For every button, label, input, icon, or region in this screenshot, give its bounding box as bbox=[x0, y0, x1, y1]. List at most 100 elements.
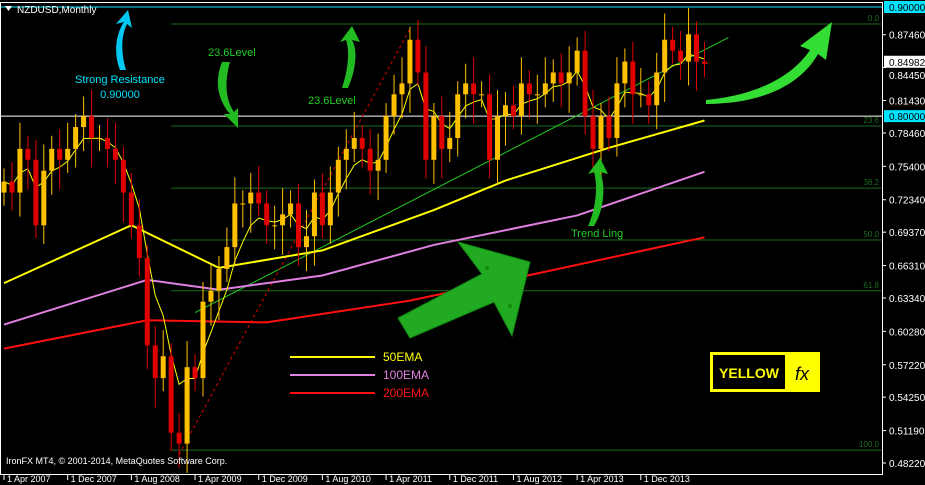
x-tick-label: 1 Aug 2012 bbox=[516, 474, 562, 484]
candle-body bbox=[510, 105, 516, 117]
candle-body bbox=[534, 94, 540, 96]
price-axis[interactable]: 0.87460 0.84450 0.81430 0.78460 0.75400 0.723… bbox=[882, 1, 925, 475]
x-tick-label: 1 Apr 2011 bbox=[389, 474, 432, 484]
svg-text:fx: fx bbox=[795, 364, 810, 384]
fib-dashed-line bbox=[178, 28, 411, 455]
legend-label-100ema: 100EMA bbox=[383, 368, 429, 382]
candle-body bbox=[343, 148, 349, 160]
candle-body bbox=[606, 116, 612, 138]
y-tick-label: 0.84450 bbox=[889, 71, 925, 82]
price-label: 0.90000 bbox=[889, 3, 925, 14]
candle-body bbox=[622, 61, 628, 84]
y-tick-label: 0.54250 bbox=[889, 393, 925, 404]
candle-body bbox=[240, 203, 246, 205]
candle-body bbox=[216, 268, 222, 291]
price-label: 0.84982 bbox=[889, 58, 925, 69]
candle-body bbox=[160, 356, 166, 379]
candle-body bbox=[232, 203, 238, 248]
resistance-arrow-icon bbox=[116, 10, 132, 70]
candle-body bbox=[502, 105, 508, 117]
strong-resistance-label: Strong Resistance bbox=[75, 74, 165, 86]
candle-body bbox=[136, 225, 142, 259]
y-tick-label: 0.87460 bbox=[889, 31, 925, 42]
candle-body bbox=[415, 39, 421, 73]
fib-level-label: 38.2 bbox=[863, 178, 879, 187]
fib-level-label: 23.6Level bbox=[208, 47, 256, 59]
y-tick-label: 0.81430 bbox=[889, 97, 925, 108]
dropdown-triangle-icon[interactable] bbox=[5, 6, 12, 11]
x-tick-label: 1 Apr 2009 bbox=[198, 474, 242, 484]
candle-body bbox=[248, 192, 254, 204]
x-tick-label: 1 Dec 2013 bbox=[644, 474, 690, 484]
price-label-box bbox=[884, 55, 925, 68]
y-tick-label: 0.63340 bbox=[889, 294, 925, 305]
candle-body bbox=[598, 116, 604, 149]
x-tick-label: 1 Aug 2008 bbox=[134, 474, 180, 484]
candle-body bbox=[439, 116, 445, 149]
candle-body bbox=[351, 137, 357, 149]
candles bbox=[1, 8, 707, 474]
arrow-dot bbox=[485, 266, 489, 270]
time-axis[interactable]: 1 Apr 2007 1 Dec 2007 1 Aug 2008 1 Apr 2009… bbox=[3, 474, 690, 484]
y-tick-label: 0.75400 bbox=[889, 162, 925, 173]
candle-body bbox=[144, 258, 150, 346]
curved-arrow-up-icon bbox=[588, 158, 608, 226]
candle-body bbox=[447, 137, 453, 149]
candle-body bbox=[41, 170, 47, 226]
candle-body bbox=[296, 203, 302, 248]
candle-body bbox=[200, 301, 206, 379]
fib-level-label: 50.0 bbox=[863, 230, 879, 239]
y-tick-label: 0.48220 bbox=[889, 459, 925, 470]
candle-body bbox=[280, 214, 286, 226]
candle-body bbox=[550, 72, 556, 84]
candle-body bbox=[65, 148, 71, 160]
candle-body bbox=[662, 39, 668, 73]
candle-body bbox=[471, 83, 477, 95]
chart-title: NZDUSD,Monthly bbox=[17, 5, 96, 16]
y-tick-label: 0.72340 bbox=[889, 196, 925, 207]
candle-body bbox=[168, 356, 174, 433]
candle-body bbox=[97, 137, 103, 139]
price-label-box bbox=[884, 1, 925, 13]
curved-arrow-down-icon bbox=[217, 62, 238, 128]
candle-body bbox=[518, 83, 524, 117]
trend-line-label: Trend Ling bbox=[571, 228, 623, 240]
legend-label-50ema: 50EMA bbox=[383, 350, 422, 364]
candle-body bbox=[288, 203, 294, 215]
candle-body bbox=[391, 94, 397, 117]
candle-body bbox=[57, 148, 63, 160]
candle-body bbox=[495, 116, 501, 160]
candle-body bbox=[399, 83, 405, 95]
candle-body bbox=[574, 50, 580, 73]
fib-level-label: 61.8 bbox=[863, 281, 879, 290]
candle-body bbox=[256, 192, 262, 204]
y-tick-label: 0.66310 bbox=[889, 262, 925, 273]
fib-level-label: 23.6Level bbox=[308, 95, 356, 107]
fast-ma-line bbox=[3, 53, 705, 386]
x-tick-label: 1 Apr 2013 bbox=[580, 474, 624, 484]
x-tick-label: 1 Dec 2009 bbox=[262, 474, 308, 484]
candle-body bbox=[542, 83, 548, 95]
candle-body bbox=[630, 61, 636, 95]
candle-body bbox=[383, 116, 389, 160]
candle-body bbox=[646, 94, 652, 106]
candle-body bbox=[73, 127, 79, 149]
y-tick-label: 0.78460 bbox=[889, 129, 925, 140]
candle-body bbox=[49, 148, 55, 171]
copyright-footer: IronFX MT4, © 2001-2014, MetaQuotes Soft… bbox=[6, 456, 227, 466]
candle-body bbox=[9, 181, 15, 193]
candle-body bbox=[359, 137, 365, 149]
candle-body bbox=[128, 192, 134, 226]
candle-body bbox=[17, 148, 23, 193]
candle-body bbox=[654, 72, 660, 106]
candle-body bbox=[335, 159, 341, 193]
candle-body bbox=[479, 94, 485, 96]
arrow-dot bbox=[508, 304, 512, 308]
fib-level-label: 23.6 bbox=[863, 116, 879, 125]
x-tick-label: 1 Apr 2007 bbox=[7, 474, 51, 484]
candle-body bbox=[638, 94, 644, 96]
candle-body bbox=[311, 192, 317, 237]
strong-resistance-value: 0.90000 bbox=[100, 89, 140, 101]
candle-body bbox=[192, 367, 198, 379]
